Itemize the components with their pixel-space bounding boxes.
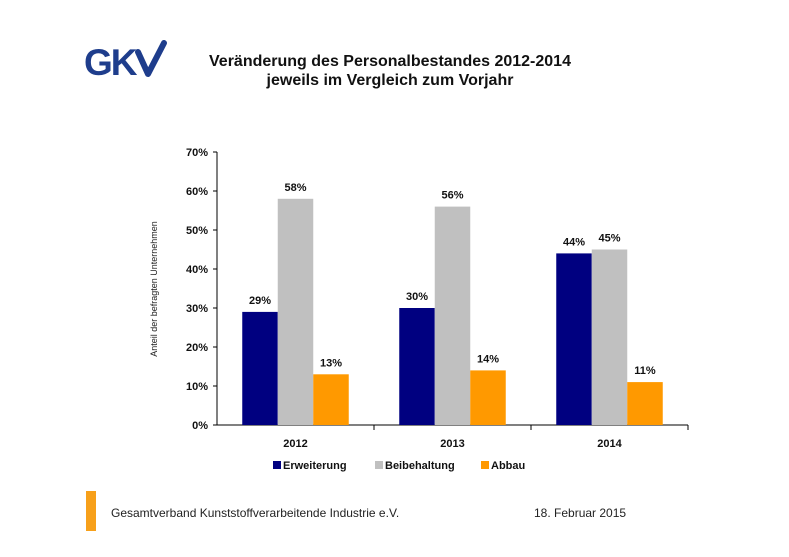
bar-erweiterung-2014 [556, 253, 592, 425]
y-tick-label: 50% [186, 225, 208, 237]
gkv-logo: GK [84, 40, 168, 85]
legend-label-abbau: Abbau [491, 460, 525, 472]
bar-abbau-2013 [470, 370, 506, 425]
svg-text:GK: GK [84, 42, 138, 80]
y-tick-label: 20% [186, 342, 208, 354]
bar-beibehaltung-2012 [277, 198, 314, 425]
data-label: 13% [320, 357, 342, 369]
data-label: 58% [284, 182, 306, 194]
footer-date: 18. Februar 2015 [534, 506, 627, 520]
title-line-2: jeweils im Vergleich zum Vorjahr [266, 72, 514, 89]
bar-abbau-2014 [627, 382, 663, 425]
data-label: 11% [634, 365, 656, 377]
bar-erweiterung-2012 [242, 311, 278, 425]
y-tick-label: 40% [186, 264, 208, 276]
bar-abbau-2012 [313, 374, 349, 425]
x-tick-label: 2013 [440, 438, 464, 450]
legend-label-beibehaltung: Beibehaltung [385, 460, 455, 472]
legend-swatch-erweiterung [273, 461, 281, 469]
data-label: 45% [598, 233, 620, 245]
title-line-1: Veränderung des Personalbestandes 2012-2… [209, 53, 571, 70]
footer-organization: Gesamtverband Kunststoffverarbeitende In… [111, 506, 400, 520]
footer-accent-bar [86, 491, 96, 531]
data-label: 29% [249, 295, 271, 307]
y-tick-label: 30% [186, 303, 208, 315]
bar-erweiterung-2013 [399, 308, 435, 425]
y-tick-label: 70% [186, 147, 208, 159]
legend-swatch-beibehaltung [375, 461, 383, 469]
bar-beibehaltung-2014 [591, 249, 628, 425]
y-axis-label: Anteil der befragten Unternehmen [149, 221, 159, 357]
data-label: 56% [441, 190, 463, 202]
y-tick-label: 10% [186, 381, 208, 393]
bar-beibehaltung-2013 [434, 206, 471, 425]
legend-label-erweiterung: Erweiterung [283, 460, 347, 472]
y-tick-label: 60% [186, 186, 208, 198]
y-tick-label: 0% [192, 420, 208, 432]
data-label: 30% [406, 291, 428, 303]
data-label: 44% [563, 236, 585, 248]
legend-swatch-abbau [481, 461, 489, 469]
x-tick-label: 2014 [597, 438, 622, 450]
x-tick-label: 2012 [283, 438, 307, 450]
data-label: 14% [477, 353, 499, 365]
chart-title: Veränderung des Personalbestandes 2012-2… [190, 52, 590, 90]
